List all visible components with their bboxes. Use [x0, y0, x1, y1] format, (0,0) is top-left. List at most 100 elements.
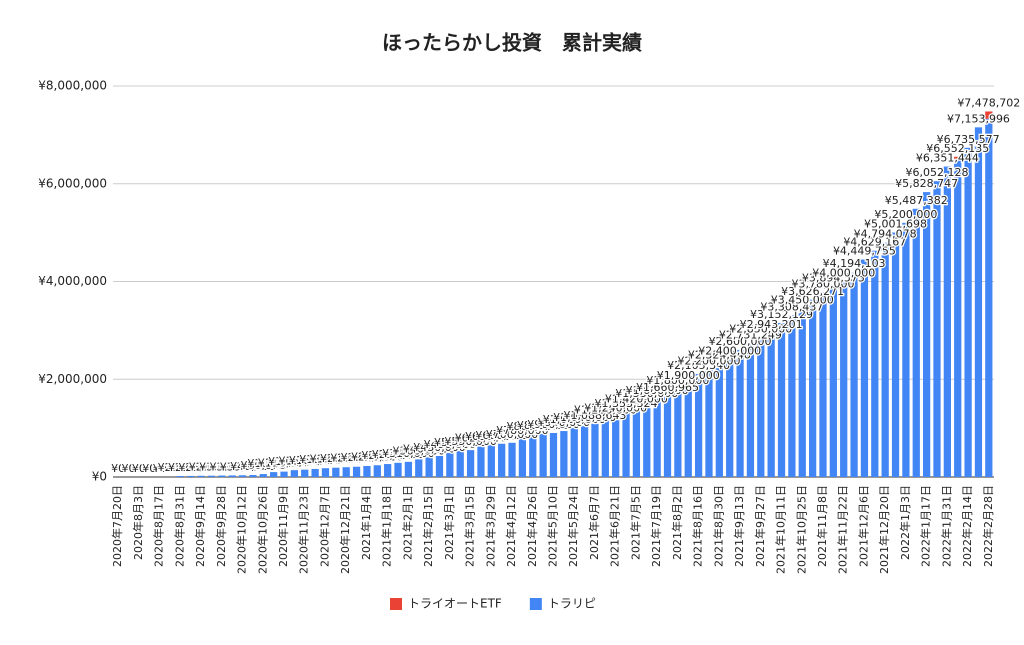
data-label: ¥190,000	[310, 453, 363, 466]
bar	[373, 465, 381, 477]
y-tick-label: ¥4,000,000	[38, 274, 107, 288]
bar	[446, 453, 454, 477]
data-label: ¥5,001,698	[864, 218, 927, 231]
data-label: ¥2,105,340	[667, 359, 730, 372]
bar	[601, 418, 609, 477]
data-label: ¥2,400,000	[698, 345, 761, 358]
data-label: ¥1,240,000	[584, 401, 647, 414]
bar	[456, 451, 464, 477]
bar	[363, 466, 371, 477]
data-label: ¥200,000	[320, 452, 373, 465]
y-tick-label: ¥2,000,000	[38, 372, 107, 386]
bar	[632, 407, 641, 477]
bar	[746, 343, 755, 477]
x-tick-label: 2020年8月17日	[152, 485, 166, 567]
data-label: ¥4,000,000	[812, 267, 875, 280]
data-label: ¥20,000	[158, 461, 204, 474]
legend-label: トラリピ	[548, 597, 596, 611]
bar	[954, 159, 962, 478]
data-label: ¥3,780,000	[791, 277, 854, 290]
bar	[954, 156, 962, 160]
x-tick-label: 2021年8月16日	[691, 485, 705, 567]
data-label: ¥1,660,965	[636, 381, 699, 394]
x-tick-label: 2020年12月21日	[338, 485, 352, 574]
data-label: ¥1,530,000	[615, 387, 678, 400]
bar	[933, 181, 941, 477]
x-tick-label: 2021年2月1日	[400, 485, 414, 560]
data-label: ¥100,000	[247, 457, 300, 470]
bar	[560, 431, 568, 477]
data-label: ¥1,800,000	[646, 374, 709, 387]
data-label: ¥5,828,747	[895, 177, 958, 190]
x-tick-label: 2022年1月17日	[919, 485, 933, 567]
bars	[176, 111, 993, 478]
data-label: ¥27,000	[189, 461, 235, 474]
bar	[840, 281, 848, 477]
data-label: ¥4,194,103	[823, 257, 886, 270]
bar	[788, 315, 796, 477]
data-label: ¥650,000	[465, 430, 518, 443]
data-label: ¥165,000	[289, 454, 342, 467]
data-label: ¥0	[153, 462, 167, 475]
data-label: ¥0	[111, 462, 125, 475]
data-label: ¥4,629,167	[843, 236, 906, 249]
x-tick-label: 2021年2月15日	[421, 485, 435, 567]
bar	[580, 426, 589, 477]
x-tick-label: 2021年10月11日	[774, 485, 788, 574]
x-tick-label: 2020年9月14日	[193, 485, 207, 567]
x-tick-label: 2020年12月7日	[317, 485, 331, 567]
data-label: ¥1,333,324	[595, 397, 658, 410]
data-label: ¥860,000	[507, 420, 560, 433]
bar	[498, 443, 506, 477]
bar	[435, 455, 444, 477]
data-label: ¥32,000	[209, 460, 255, 473]
x-tick-label: 2021年9月27日	[753, 485, 767, 567]
data-label: ¥1,200,000	[574, 403, 637, 416]
legend-swatch	[529, 598, 542, 610]
bar	[404, 461, 413, 477]
x-tick-label: 2021年5月10日	[546, 485, 560, 567]
data-label: ¥1,600,000	[626, 384, 689, 397]
bar	[798, 308, 806, 477]
bar	[923, 192, 931, 477]
y-tick-label: ¥8,000,000	[38, 79, 107, 93]
x-tick-label: 2020年9月28日	[214, 485, 228, 567]
bar	[384, 464, 392, 477]
x-tick-label: 2021年8月30日	[711, 485, 725, 567]
x-tick-label: 2020年11月23日	[297, 485, 311, 574]
data-label: ¥35,000	[220, 460, 266, 473]
bar	[207, 475, 216, 477]
bar	[332, 467, 340, 477]
data-label: ¥180,000	[299, 453, 352, 466]
x-tick-label: 2020年10月12日	[235, 485, 249, 574]
data-label: ¥7,478,702	[957, 96, 1020, 109]
data-label: ¥3,626,271	[781, 285, 844, 298]
data-label: ¥25,000	[178, 461, 224, 474]
x-tick-label: 2021年3月29日	[483, 485, 497, 567]
bar	[187, 475, 195, 477]
x-tick-label: 2021年3月15日	[463, 485, 477, 567]
bar	[466, 450, 475, 477]
bar	[425, 457, 433, 477]
bar	[777, 322, 786, 477]
bar	[860, 259, 869, 477]
data-label: ¥4,449,755	[833, 245, 896, 258]
data-label: ¥880,000	[517, 419, 570, 432]
data-label: ¥430,000	[413, 441, 466, 454]
bar	[352, 466, 361, 477]
bar	[726, 359, 734, 477]
data-label: ¥0	[163, 462, 177, 475]
bar	[518, 438, 527, 477]
bar	[311, 468, 319, 477]
data-label: ¥210,000	[330, 452, 383, 465]
data-label: ¥550,000	[444, 435, 497, 448]
bar	[487, 445, 495, 477]
x-tick-label: 2021年5月24日	[566, 485, 580, 567]
x-tick-label: 2021年1月18日	[380, 485, 394, 567]
bar	[694, 374, 703, 477]
data-label: ¥0	[132, 462, 146, 475]
bar	[218, 475, 226, 477]
data-label: ¥2,600,000	[709, 335, 772, 348]
bar	[539, 433, 547, 477]
